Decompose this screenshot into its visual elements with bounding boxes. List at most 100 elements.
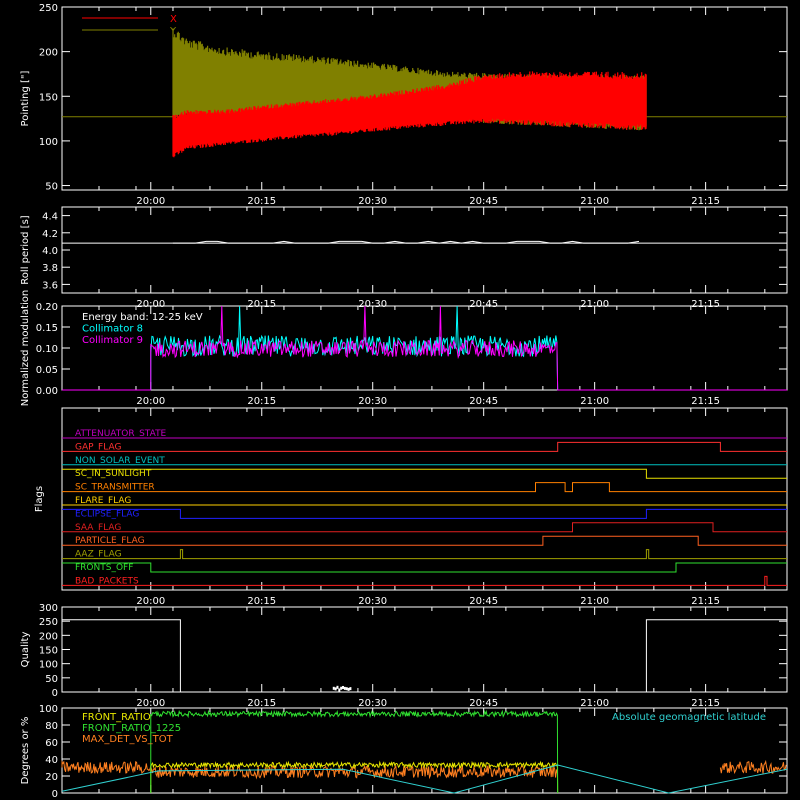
y-axis-label: Pointing ["] bbox=[20, 70, 31, 126]
quality-blip bbox=[349, 687, 352, 691]
legend-label: Y bbox=[169, 26, 177, 37]
x-tick-label: 20:00 bbox=[136, 596, 165, 607]
y-tick-label: 60 bbox=[45, 738, 58, 749]
x-tick-label: 20:15 bbox=[247, 196, 276, 207]
quality-blip bbox=[332, 686, 335, 690]
x-tick-label: 20:30 bbox=[358, 698, 387, 709]
y-axis-label: Flags bbox=[34, 486, 45, 512]
y-tick-label: 0 bbox=[52, 789, 58, 800]
series-collimator-8 bbox=[150, 305, 787, 391]
flag-line bbox=[62, 549, 787, 560]
y-tick-label: 0.05 bbox=[36, 365, 58, 376]
flag-label: PARTICLE_FLAG bbox=[75, 536, 145, 546]
quality-blip bbox=[345, 687, 348, 691]
flag-label: FRONTS_OFF bbox=[75, 563, 133, 573]
y-tick-label: 80 bbox=[45, 721, 58, 732]
flag-label: BAD_PACKETS bbox=[75, 576, 139, 586]
y-tick-label: 4.2 bbox=[42, 229, 58, 240]
x-tick-label: 20:15 bbox=[247, 596, 276, 607]
x-tick-label: 20:15 bbox=[247, 299, 276, 310]
flag-label: GAP_FLAG bbox=[75, 442, 121, 452]
flag-line bbox=[62, 441, 787, 452]
x-tick-label: 20:45 bbox=[469, 698, 498, 709]
series-quality bbox=[62, 619, 787, 693]
y-tick-label: 20 bbox=[45, 772, 58, 783]
flag-line bbox=[62, 535, 787, 546]
panel-latitude: 20:0020:1520:3020:4521:0021:150204060801… bbox=[20, 704, 788, 800]
y-tick-label: 50 bbox=[45, 182, 58, 193]
legend-label: Absolute geomagnetic latitude bbox=[612, 712, 766, 723]
x-tick-label: 21:15 bbox=[691, 596, 720, 607]
series-x bbox=[172, 71, 647, 158]
x-tick-label: 21:15 bbox=[691, 196, 720, 207]
y-tick-label: 200 bbox=[39, 631, 58, 642]
y-tick-label: 200 bbox=[39, 48, 58, 59]
legend-label: FRONT_RATIO bbox=[82, 712, 151, 723]
flag-label: ATTENUATOR_STATE bbox=[75, 429, 167, 439]
x-tick-label: 21:15 bbox=[691, 299, 720, 310]
series-front-ratio bbox=[150, 760, 559, 794]
series-front-ratio-1225 bbox=[150, 709, 559, 794]
y-tick-label: 40 bbox=[45, 755, 58, 766]
y-tick-label: 0.15 bbox=[36, 323, 58, 334]
series-max-det-vs-tot bbox=[61, 759, 152, 775]
flag-label: AAZ_FLAG bbox=[75, 550, 122, 560]
quality-blip bbox=[347, 687, 350, 691]
quality-blip bbox=[340, 686, 343, 690]
x-tick-label: 20:45 bbox=[469, 196, 498, 207]
flag-label: NON_SOLAR_EVENT bbox=[75, 456, 165, 466]
x-tick-label: 20:00 bbox=[136, 196, 165, 207]
flag-label: SC_IN_SUNLIGHT bbox=[75, 469, 152, 479]
y-axis-label: Normalized modulation bbox=[20, 290, 31, 407]
legend-label: Energy band: 12-25 keV bbox=[82, 312, 203, 323]
flag-label: SAA_FLAG bbox=[75, 523, 121, 533]
y-tick-label: 100 bbox=[39, 660, 58, 671]
panel-frame bbox=[61, 206, 788, 294]
y-tick-label: 250 bbox=[39, 3, 58, 14]
y-tick-label: 150 bbox=[39, 92, 58, 103]
x-tick-label: 20:30 bbox=[358, 299, 387, 310]
y-tick-label: 0 bbox=[52, 688, 58, 699]
flag-label: FLARE_FLAG bbox=[75, 496, 131, 506]
x-tick-label: 20:45 bbox=[469, 596, 498, 607]
y-axis-label: Quality bbox=[20, 632, 31, 668]
legend-label: FRONT_RATIO_1225 bbox=[82, 723, 181, 734]
x-tick-label: 21:00 bbox=[580, 698, 609, 709]
y-tick-label: 100 bbox=[39, 137, 58, 148]
x-tick-label: 20:00 bbox=[136, 698, 165, 709]
x-tick-label: 20:15 bbox=[247, 396, 276, 407]
y-tick-label: 250 bbox=[39, 617, 58, 628]
y-tick-label: 300 bbox=[39, 603, 58, 614]
series-max-det-vs-tot bbox=[719, 759, 787, 775]
panel-pointing: 20:00 20:15 20:30 20:45 21:00 21:15 50 100 150 20… bbox=[20, 3, 788, 207]
x-tick-label: 20:45 bbox=[469, 299, 498, 310]
y-tick-label: 50 bbox=[45, 674, 58, 685]
x-tick-label: 21:00 bbox=[580, 596, 609, 607]
quality-blip bbox=[338, 688, 341, 692]
panel-quality: 20:00 20:15 20:30 20:45 21:00 21:15 0 50 100 150 2… bbox=[20, 603, 788, 709]
y-tick-label: 150 bbox=[39, 646, 58, 657]
y-tick-label: 4.0 bbox=[42, 246, 58, 257]
y-tick-label: 4.4 bbox=[42, 212, 58, 223]
flag-line bbox=[62, 468, 787, 479]
x-tick-label: 20:00 bbox=[136, 299, 165, 310]
panel-frame bbox=[61, 707, 788, 794]
panel-roll: 20:00 20:15 20:30 20:45 21:00 21:15 3.6 3.8 4.0 4… bbox=[20, 206, 788, 310]
series-roll-period bbox=[172, 240, 640, 244]
x-tick-label: 21:15 bbox=[691, 396, 720, 407]
y-axis-label: Roll period [s] bbox=[20, 215, 31, 284]
x-tick-label: 20:45 bbox=[469, 396, 498, 407]
series-geomagnetic-latitude bbox=[61, 764, 788, 794]
flag-line bbox=[62, 562, 787, 573]
x-tick-label: 20:30 bbox=[358, 196, 387, 207]
x-tick-label: 21:00 bbox=[580, 196, 609, 207]
y-tick-label: 100 bbox=[39, 704, 58, 715]
x-tick-label: 21:00 bbox=[580, 299, 609, 310]
quality-blip bbox=[342, 685, 345, 689]
flag-line bbox=[62, 508, 787, 519]
legend-label: MAX_DET_VS_TOT bbox=[82, 734, 174, 745]
y-tick-label: 3.8 bbox=[42, 263, 58, 274]
panel-frame bbox=[61, 6, 788, 191]
panel-flags: 20:00 20:15 20:30 20:45 21:00 21:15 Flags ATTEN… bbox=[34, 407, 788, 607]
